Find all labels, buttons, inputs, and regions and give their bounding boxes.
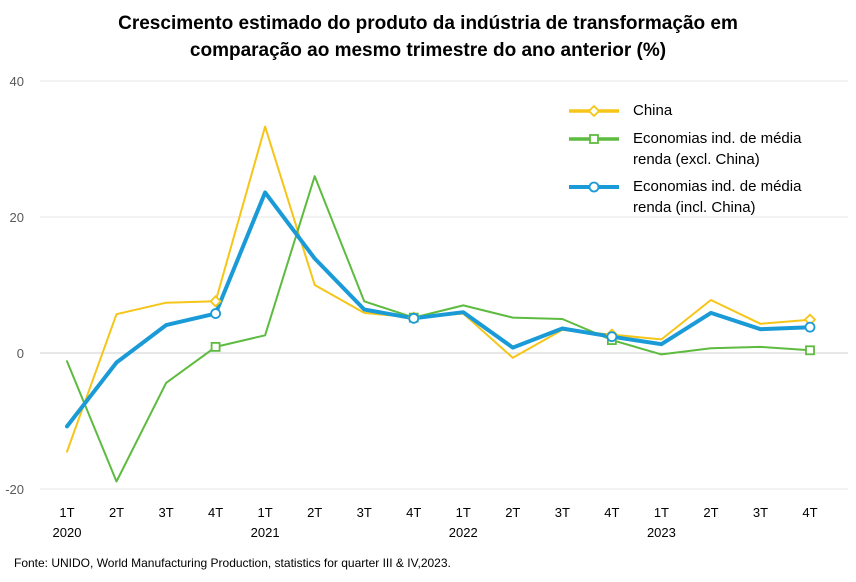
x-tick-label: 4T [406,505,421,520]
x-tick-label: 4T [802,505,817,520]
x-tick-label: 4T [604,505,619,520]
x-tick-label: 2T [109,505,124,520]
x-tick-label: 3T [753,505,768,520]
chart-title: Crescimento estimado do produto da indús… [0,10,856,64]
legend-label: China [633,102,673,119]
data-point [804,321,816,333]
legend-item: Economias ind. de média renda (excl. Chi… [567,128,801,170]
legend-swatch [569,181,619,193]
x-tick-label: 2023 [647,525,676,540]
chart-title-line-1: Crescimento estimado do produto da indús… [118,13,738,34]
source-note: Fonte: UNIDO, World Manufacturing Produc… [14,556,451,570]
x-tick-label: 2022 [449,525,478,540]
x-tick-label: 1T [258,505,273,520]
data-point [606,331,618,343]
y-tick-label: 40 [10,74,24,89]
data-point [210,308,222,319]
legend-label: Economias ind. de média renda (incl. Chi… [633,178,802,216]
x-tick-label: 3T [158,505,173,520]
data-point [408,312,420,324]
x-tick-label: 2T [307,505,322,520]
chart-legend: China Economias ind. de média renda (excl… [567,100,801,224]
x-tick-label: 2T [505,505,520,520]
legend-swatch [569,104,619,118]
y-tick-label: -20 [5,482,24,497]
x-tick-label: 4T [208,505,223,520]
x-tick-label: 2T [703,505,718,520]
x-tick-label: 3T [555,505,570,520]
y-tick-label: 20 [10,210,24,225]
legend-item: China [567,100,801,122]
chart-title-line-2: comparação ao mesmo trimestre do ano ant… [189,40,667,61]
x-tick-label: 1T [456,505,471,520]
data-point [209,295,222,308]
legend-label: Economias ind. de média renda (excl. Chi… [633,130,802,168]
data-point [805,345,815,356]
y-tick-label: 0 [17,346,24,361]
legend-swatch [569,134,619,144]
x-tick-label: 1T [654,505,669,520]
x-tick-label: 2021 [251,525,280,540]
x-tick-label: 2020 [53,525,82,540]
data-point [210,341,221,352]
series-line [65,190,812,429]
legend-item: Economias ind. de média renda (incl. Chi… [567,176,801,218]
series-line [66,175,811,483]
x-tick-label: 1T [59,505,74,520]
x-tick-label: 3T [357,505,372,520]
